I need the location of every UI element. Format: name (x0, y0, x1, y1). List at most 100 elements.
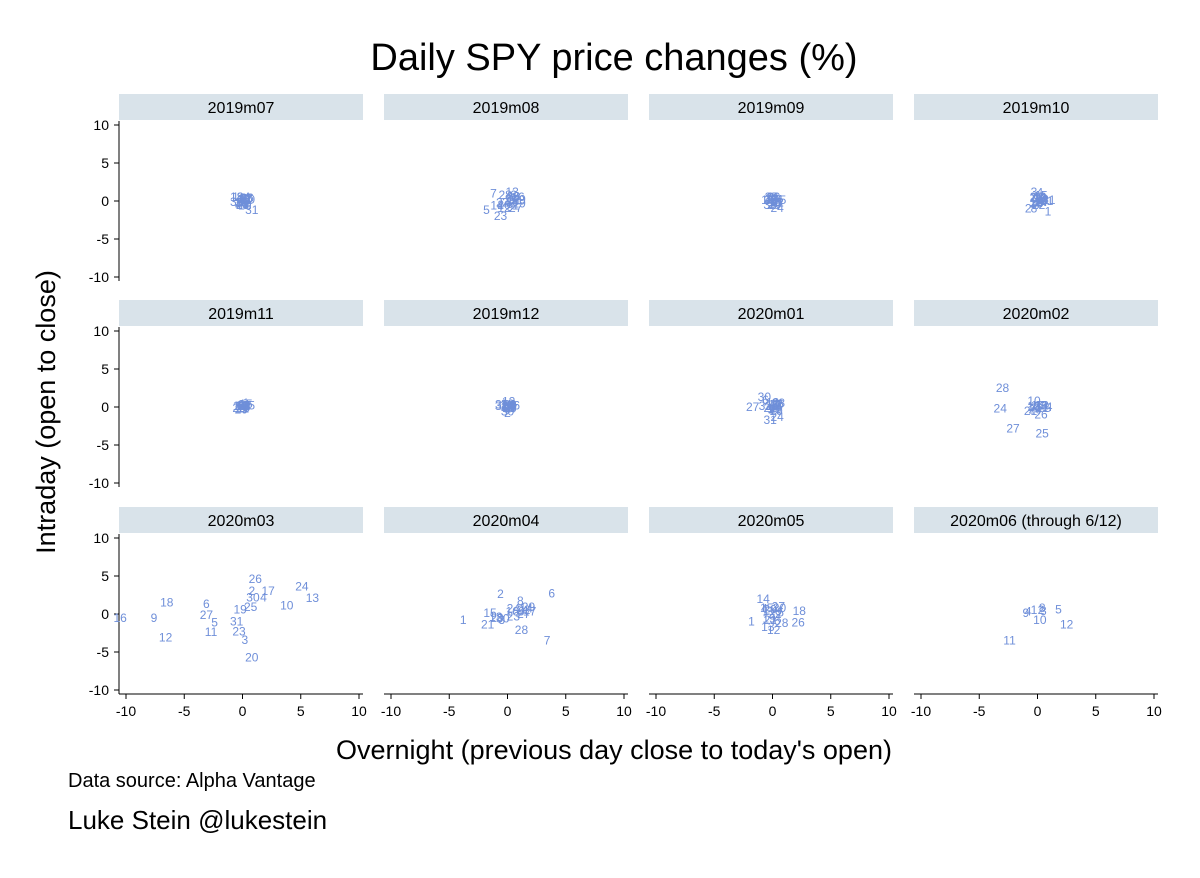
data-point-label: 8 (1039, 601, 1046, 615)
data-point-label: 6 (762, 393, 769, 407)
data-point-label: 23 (765, 399, 779, 413)
data-point-label: 19 (233, 602, 247, 616)
data-point-label: 10 (500, 398, 514, 412)
data-point-label: 21 (481, 618, 495, 632)
data-point-label: 13 (505, 185, 519, 199)
data-point-label: 15 (1034, 189, 1048, 203)
x-axis-title: Overnight (previous day close to today's… (336, 735, 892, 765)
data-point-label: 25 (236, 198, 250, 212)
data-point-label: 26 (240, 191, 254, 205)
data-point-label: 3 (1031, 185, 1038, 199)
data-point-label: 18 (1027, 400, 1041, 414)
data-point-label: 16 (235, 196, 249, 210)
data-point-label: 10 (1033, 613, 1047, 627)
data-point-label: 20 (245, 650, 259, 664)
data-point-label: 14 (1031, 398, 1045, 412)
data-point-label: 18 (502, 401, 516, 415)
data-point-label: 18 (160, 596, 174, 610)
data-point-label: 17 (1035, 195, 1049, 209)
data-point-label: 11 (1003, 634, 1016, 648)
data-point-label: 17 (236, 198, 250, 212)
data-point-label: 26 (237, 399, 251, 413)
x-tick-label: 10 (1146, 703, 1162, 719)
panel-strip-label: 2020m03 (208, 513, 275, 530)
y-tick-label: -5 (97, 437, 110, 453)
data-point-label: 10 (765, 192, 779, 206)
data-point-label: 9 (243, 197, 250, 211)
data-point-label: 16 (1030, 196, 1044, 210)
data-point-label: 10 (242, 192, 256, 206)
data-point-label: 19 (237, 401, 251, 415)
data-point-label: 5 (240, 195, 247, 209)
y-axis-title: Intraday (open to close) (31, 270, 61, 554)
data-point-label: 16 (505, 605, 519, 619)
y-tick-label: 10 (93, 323, 109, 339)
data-point-label: 14 (1030, 195, 1044, 209)
panel-strip (119, 300, 363, 326)
data-point-label: 29 (763, 602, 777, 616)
data-point-label: 24 (770, 201, 784, 215)
x-tick-label: 5 (827, 703, 835, 719)
panel-strip (119, 94, 363, 120)
data-point-label: 29 (768, 402, 782, 416)
data-point-label: 24 (770, 410, 784, 424)
data-point-label: 9 (1040, 191, 1047, 205)
data-point-label: 27 (769, 198, 783, 212)
data-point-label: 6 (774, 614, 781, 628)
x-tick-label: -10 (381, 703, 401, 719)
data-point-label: 3 (495, 399, 502, 413)
data-point-label: 7 (544, 634, 551, 648)
data-point-label: 9 (771, 196, 778, 210)
data-point-label: 12 (238, 192, 252, 206)
data-point-label: 20 (232, 401, 246, 415)
panel-strip (384, 507, 628, 533)
data-point-label: 30 (505, 195, 519, 209)
data-point-label: 18 (793, 604, 807, 618)
data-point-label: 25 (1035, 427, 1049, 441)
data-point-label: 29 (235, 402, 249, 416)
data-point-label: 30 (496, 612, 510, 626)
data-point-label: 23 (503, 401, 517, 415)
data-point-label: 4 (1025, 605, 1032, 619)
data-point-label: 23 (239, 191, 253, 205)
x-tick-label: -10 (911, 703, 931, 719)
data-point-label: 28 (775, 616, 789, 630)
x-tick-label: 0 (1034, 703, 1042, 719)
data-point-label: 22 (517, 603, 531, 617)
panel-strip (384, 94, 628, 120)
data-point-label: 2 (241, 192, 248, 206)
data-point-label: 11 (233, 399, 246, 413)
data-point-label: 23 (1030, 191, 1044, 205)
y-tick-label: -10 (89, 682, 109, 698)
data-point-label: 20 (1028, 402, 1042, 416)
data-point-label: 7 (776, 607, 783, 621)
data-point-label: 24 (507, 602, 521, 616)
y-tick-label: -10 (89, 475, 109, 491)
x-tick-label: -5 (708, 703, 721, 719)
data-point-label: 26 (1034, 408, 1048, 422)
data-point-label: 17 (523, 605, 537, 619)
data-point-label: 6 (548, 586, 555, 600)
data-point-label: 16 (113, 611, 127, 625)
data-point-label: 28 (498, 188, 512, 202)
data-point-label: 23 (232, 624, 246, 638)
data-point-label: 4 (1046, 400, 1053, 414)
data-point-label: 26 (768, 197, 782, 211)
data-point-label: 31 (230, 615, 244, 629)
data-point-label: 12 (770, 196, 784, 210)
data-point-label: 31 (245, 203, 259, 217)
x-tick-label: 0 (504, 703, 512, 719)
data-point-label: 1 (460, 613, 467, 627)
panel-strip-label: 2020m01 (738, 306, 805, 323)
data-point-label: 7 (244, 400, 251, 414)
data-point-label: 5 (777, 605, 784, 619)
panel-strip-label: 2019m12 (473, 306, 540, 323)
data-point-label: 29 (512, 192, 526, 206)
data-point-label: 22 (502, 196, 516, 210)
panel-strip-label: 2020m05 (738, 513, 805, 530)
